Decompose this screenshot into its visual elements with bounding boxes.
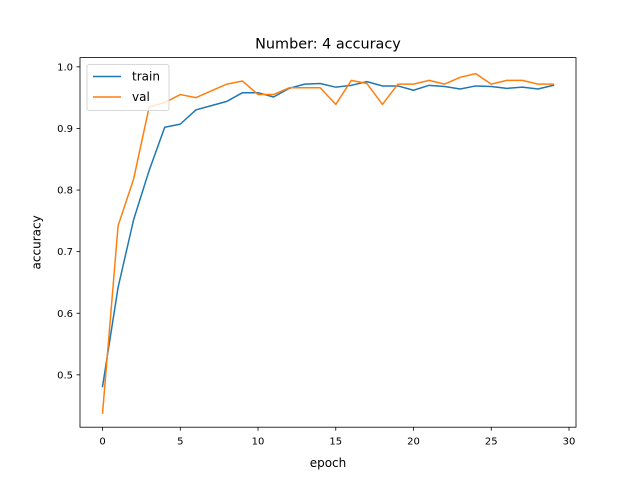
x-tick-label: 20 (407, 437, 420, 448)
x-tick-label: 10 (252, 437, 265, 448)
x-axis-ticks: 0 5 10 15 20 25 30 (99, 427, 575, 448)
legend-train-label: train (132, 70, 160, 84)
y-tick-label: 0.9 (57, 124, 73, 135)
series-line-train (101, 80, 555, 388)
chart-title: Number: 4 accuracy (255, 37, 401, 53)
legend-val-label: val (132, 90, 150, 104)
y-tick-label: 0.6 (57, 309, 73, 320)
y-tick-label: 1.0 (57, 62, 73, 73)
x-axis-label: epoch (310, 456, 347, 470)
legend: train val (86, 64, 170, 111)
series-line-val (101, 72, 555, 414)
y-tick-label: 0.5 (57, 370, 73, 381)
x-tick-label: 15 (329, 437, 342, 448)
x-tick-label: 0 (99, 437, 105, 448)
x-tick-label: 30 (563, 437, 576, 448)
y-tick-label: 0.7 (57, 247, 73, 258)
y-axis-label: accuracy (30, 215, 44, 269)
y-tick-label: 0.8 (57, 186, 73, 197)
x-tick-label: 25 (485, 437, 498, 448)
series-lines (101, 72, 555, 414)
plot-frame (79, 57, 577, 428)
y-axis-ticks: 0.5 0.6 0.7 0.8 0.9 1.0 (57, 62, 80, 381)
x-tick-label: 5 (177, 437, 183, 448)
